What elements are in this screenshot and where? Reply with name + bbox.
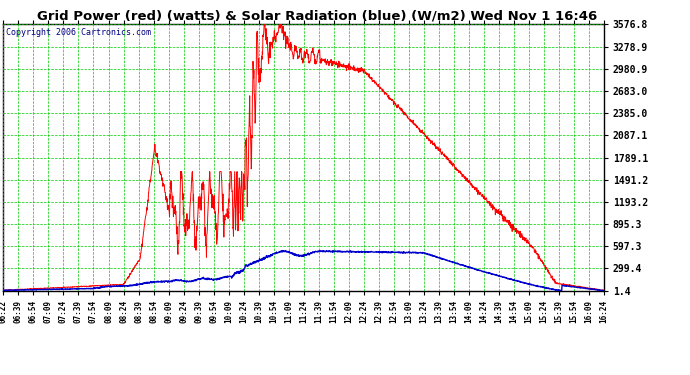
Text: Grid Power (red) (watts) & Solar Radiation (blue) (W/m2) Wed Nov 1 16:46: Grid Power (red) (watts) & Solar Radiati… [37, 9, 598, 22]
Text: Copyright 2006 Cartronics.com: Copyright 2006 Cartronics.com [6, 28, 151, 38]
